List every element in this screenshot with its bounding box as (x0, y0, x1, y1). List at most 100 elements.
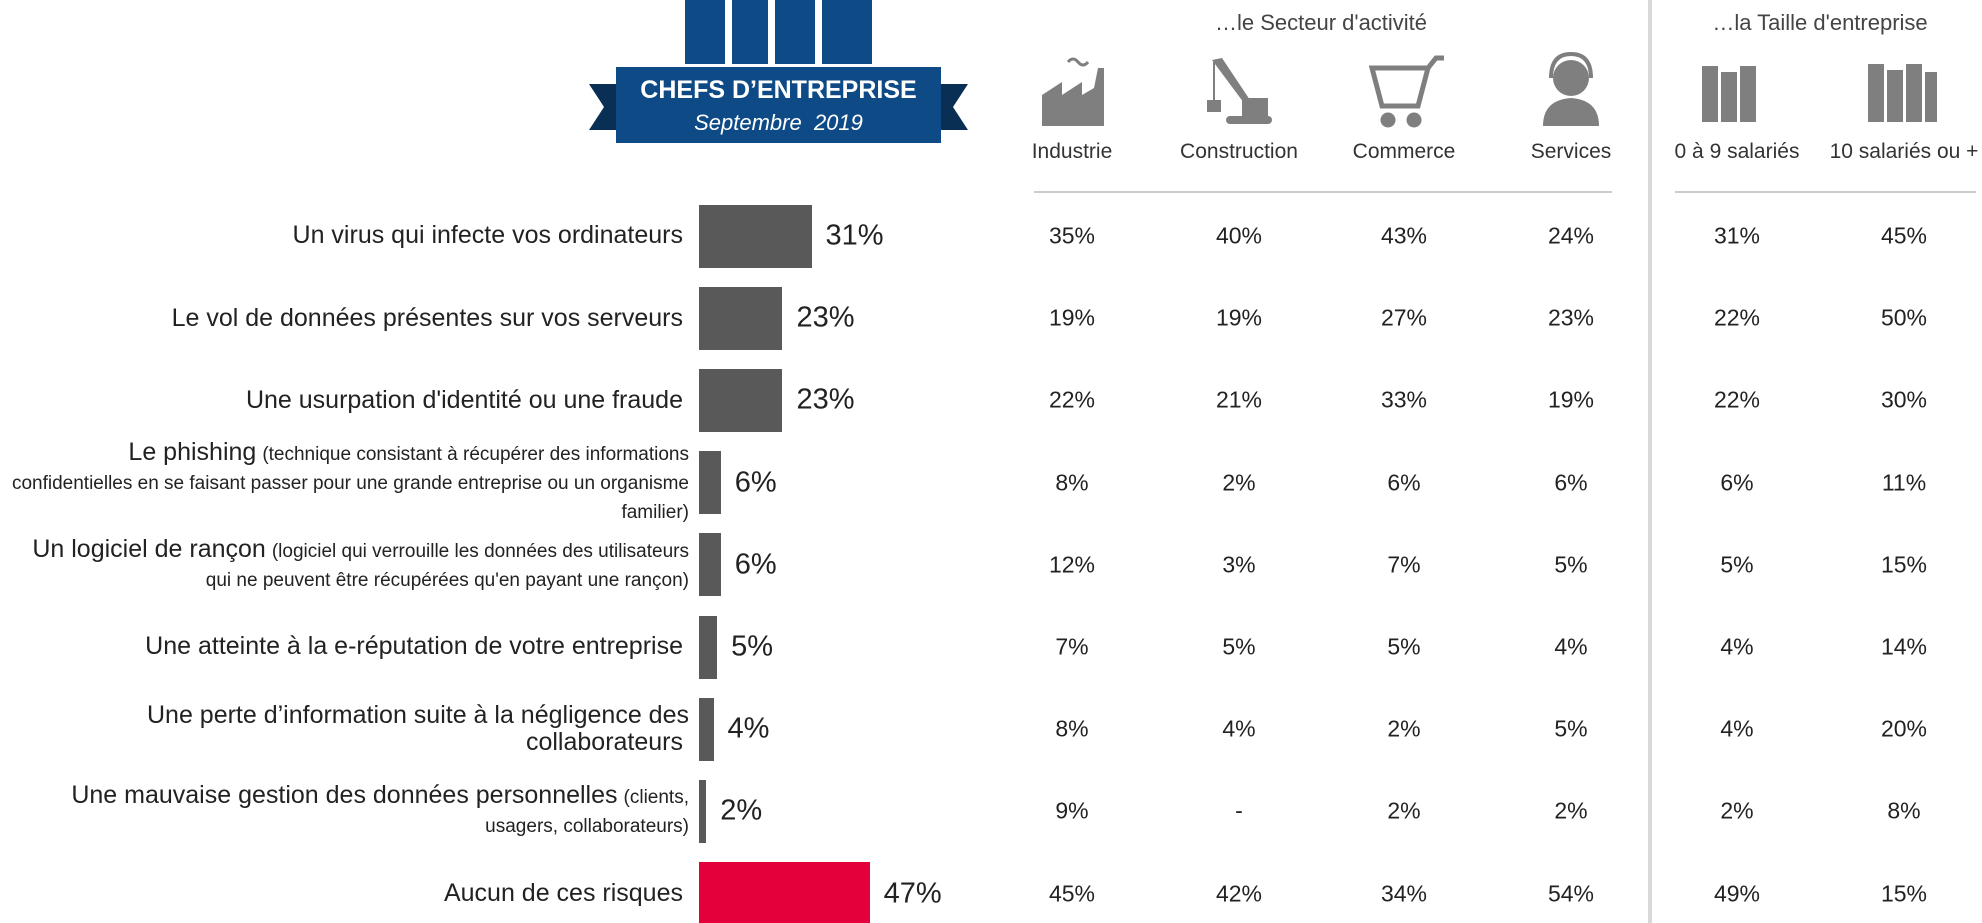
table-cell: 2% (1222, 469, 1256, 496)
category-main: Le vol de données présentes sur vos serv… (171, 303, 683, 332)
banner (616, 67, 941, 143)
category-text: Une perte d’information suite à la négli… (8, 702, 689, 756)
value-label: 6% (734, 466, 777, 499)
table-cell: 7% (1055, 633, 1089, 660)
table-cell: 20% (1880, 715, 1928, 742)
table-cell: 3% (1222, 551, 1256, 578)
category-text: Une atteinte à la e-réputation de votre … (145, 633, 689, 660)
category-text: Le phishing (technique consistant à récup… (8, 439, 689, 526)
table-cell: 22% (1048, 386, 1096, 413)
table-cell: 12% (1048, 551, 1096, 578)
table-cell: 5% (1387, 633, 1421, 660)
table-cell: 4% (1554, 633, 1588, 660)
table-cell: 5% (1554, 551, 1588, 578)
icon-small-company (1702, 66, 1756, 122)
logo-subtitle: Septembre 2019 (694, 110, 863, 135)
group-title: …la Taille d'entreprise (1712, 10, 1928, 35)
table-cell: 14% (1880, 633, 1928, 660)
category-main: Aucun de ces risques (443, 879, 683, 908)
bar (699, 368, 783, 432)
table-cell: 7% (1387, 551, 1421, 578)
value-label: 23% (796, 383, 855, 416)
column-label: 10 salariés ou + (1829, 140, 1979, 163)
table-cell: 22% (1713, 304, 1761, 331)
table-cell: 24% (1547, 222, 1595, 249)
value-label: 5% (731, 630, 774, 663)
table-cell: 4% (1720, 633, 1754, 660)
icon-large-company (1868, 64, 1937, 122)
table-cell: 34% (1380, 880, 1428, 907)
logo-title: CHEFS D’ENTREPRISE (640, 76, 917, 104)
table-cell: 4% (1222, 715, 1256, 742)
category-label: Une atteinte à la e-réputation de votre … (8, 606, 689, 688)
table-cell: 8% (1055, 469, 1089, 496)
category-label: Une usurpation d'identité ou une fraude (8, 359, 689, 441)
icon-industry (1042, 57, 1104, 126)
table-cell: 6% (1554, 469, 1588, 496)
category-text: Une mauvaise gestion des données personn… (8, 782, 689, 840)
category-note: (clients, usagers, collaborateurs) (485, 787, 689, 838)
bar (699, 451, 721, 515)
category-main: Un virus qui infecte vos ordinateurs (292, 221, 683, 250)
category-label: Le vol de données présentes sur vos serv… (8, 277, 689, 359)
category-label: Le phishing (technique consistant à récup… (8, 439, 689, 526)
table-cell: 54% (1547, 880, 1595, 907)
category-main: Une perte d’information suite à la négli… (146, 701, 689, 757)
bar (699, 862, 870, 923)
table-cell: 50% (1880, 304, 1928, 331)
table-cell: 5% (1720, 551, 1754, 578)
table-cell: 49% (1713, 880, 1761, 907)
icon-commerce (1368, 55, 1444, 128)
icon-construction (1207, 58, 1272, 124)
category-label: Une perte d’information suite à la négli… (8, 688, 689, 770)
table-cell: 22% (1713, 386, 1761, 413)
category-note: (logiciel qui verrouille les données des… (205, 540, 689, 591)
table-cell: - (1235, 797, 1243, 824)
table-cell: 30% (1880, 386, 1928, 413)
table-cell: 31% (1713, 222, 1761, 249)
column-label: Industrie (1031, 140, 1113, 163)
table-cell: 6% (1387, 469, 1421, 496)
category-main: Une usurpation d'identité ou une fraude (245, 385, 683, 414)
table-cell: 2% (1387, 715, 1421, 742)
category-text: Une usurpation d'identité ou une fraude (245, 385, 689, 414)
table-cell: 43% (1380, 222, 1428, 249)
column-label: Services (1530, 140, 1612, 163)
column-label: Construction (1180, 140, 1298, 163)
table-cell: 19% (1215, 304, 1263, 331)
bar (699, 533, 721, 597)
table-cell: 27% (1380, 304, 1428, 331)
value-label: 23% (796, 301, 855, 334)
table-cell: 2% (1387, 797, 1421, 824)
table-cell: 19% (1547, 386, 1595, 413)
table-cell: 21% (1215, 386, 1263, 413)
table-cell: 35% (1048, 222, 1096, 249)
column-label: Commerce (1352, 140, 1456, 163)
category-main: Le phishing (128, 438, 257, 467)
category-label: Aucun de ces risques (8, 853, 689, 923)
table-cell: 8% (1887, 797, 1921, 824)
bar (699, 697, 714, 761)
category-text: Un logiciel de rançon (logiciel qui verro… (8, 535, 689, 594)
table-cell: 23% (1547, 304, 1595, 331)
category-main: Une mauvaise gestion des données personn… (71, 781, 618, 810)
bar (699, 615, 718, 679)
table-cell: 5% (1222, 633, 1256, 660)
category-text: Le vol de données présentes sur vos serv… (171, 303, 689, 332)
table-cell: 40% (1215, 222, 1263, 249)
column-label: 0 à 9 salariés (1674, 140, 1800, 163)
category-label: Une mauvaise gestion des données personn… (8, 770, 689, 852)
bar (699, 286, 783, 350)
logo-building (685, 0, 872, 64)
value-label: 6% (734, 548, 777, 581)
table-cell: 42% (1215, 880, 1263, 907)
table-cell: 15% (1880, 880, 1928, 907)
category-text: Un virus qui infecte vos ordinateurs (293, 222, 689, 249)
table-cell: 2% (1720, 797, 1754, 824)
table-cell: 15% (1880, 551, 1928, 578)
table-cell: 4% (1720, 715, 1754, 742)
table-cell: 6% (1720, 469, 1754, 496)
value-label: 31% (825, 219, 884, 252)
